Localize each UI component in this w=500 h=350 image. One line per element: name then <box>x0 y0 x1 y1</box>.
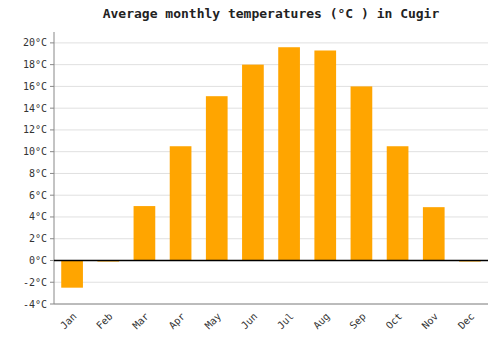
title: Average monthly temperatures (°C ) in Cu… <box>103 6 440 21</box>
x-tick-label: Jan <box>58 311 79 332</box>
y-tick-label: 8°C <box>29 168 47 179</box>
x-tick-label: Jun <box>239 311 260 332</box>
bar <box>351 86 373 260</box>
x-tick-label: Apr <box>167 311 188 332</box>
y-axis-line <box>54 32 55 304</box>
y-tick-label: 4°C <box>29 211 47 222</box>
y-tick <box>50 64 54 65</box>
y-tick <box>50 108 54 109</box>
x-tick-label: Dec <box>456 311 477 332</box>
grid-line <box>54 195 488 196</box>
grid-line <box>54 64 488 65</box>
x-tick-label: Mar <box>130 311 151 332</box>
y-tick <box>50 260 54 261</box>
y-tick <box>50 151 54 152</box>
x-tick-label: Feb <box>94 311 115 332</box>
bar <box>170 146 192 260</box>
y-tick <box>50 173 54 174</box>
y-tick-label: -4°C <box>23 299 47 310</box>
y-tick <box>50 86 54 87</box>
bar <box>314 50 336 260</box>
grid-line <box>54 173 488 174</box>
bar <box>423 207 445 260</box>
y-tick-label: 18°C <box>23 59 47 70</box>
y-tick <box>50 42 54 43</box>
y-tick-label: 0°C <box>29 255 47 266</box>
chart: -4°C -2°C 0°C 2°C 4°C 6°C 8°C 10°C 12°C 14°C 16°C 1… <box>0 0 500 350</box>
grid-line <box>54 151 488 152</box>
bar <box>61 260 83 287</box>
grid-line <box>54 86 488 87</box>
y-tick <box>50 195 54 196</box>
y-axis: -4°C -2°C 0°C 2°C 4°C 6°C 8°C 10°C 12°C 14°C 16°C 1… <box>23 37 54 309</box>
y-tick <box>50 282 54 283</box>
grid <box>54 43 488 304</box>
x-tick-label: Aug <box>311 311 332 332</box>
x-tick-label: Sep <box>347 311 368 332</box>
grid-line <box>54 282 488 283</box>
x-tick-label: Oct <box>384 311 405 332</box>
y-tick <box>50 129 54 130</box>
x-tick-label: May <box>203 311 224 332</box>
bar <box>134 206 156 260</box>
y-tick-label: 10°C <box>23 146 47 157</box>
bar <box>242 65 264 261</box>
page: {"chart_data": {"type": "bar", "title": … <box>0 0 500 350</box>
grid-line <box>54 42 488 43</box>
y-tick-label: 2°C <box>29 233 47 244</box>
bars <box>61 47 481 287</box>
grid-line <box>54 129 488 130</box>
x-tick-label: Nov <box>420 311 441 332</box>
y-tick-label: 12°C <box>23 124 47 135</box>
grid-line <box>54 108 488 109</box>
y-tick-label: 14°C <box>23 103 47 114</box>
grid-line <box>54 304 488 305</box>
y-tick <box>50 238 54 239</box>
bar <box>278 47 300 260</box>
x-axis-line <box>54 304 488 305</box>
bar <box>206 96 228 260</box>
y-tick <box>50 304 54 305</box>
y-tick-label: 16°C <box>23 81 47 92</box>
x-axis: Jan Feb Mar Apr May Jun Jul Aug Sep Oct Nov Dec <box>58 311 476 332</box>
y-tick-label: 20°C <box>23 37 47 48</box>
bar <box>387 146 409 260</box>
baseline <box>54 260 488 262</box>
y-tick-label: -2°C <box>23 277 47 288</box>
x-tick-label: Jul <box>275 311 296 332</box>
y-tick <box>50 216 54 217</box>
grid-line <box>54 260 488 261</box>
y-tick-label: 6°C <box>29 190 47 201</box>
